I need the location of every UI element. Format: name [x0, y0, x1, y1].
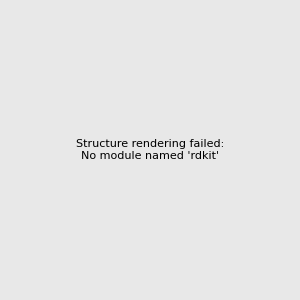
Text: Structure rendering failed:
No module named 'rdkit': Structure rendering failed: No module na… [76, 139, 224, 161]
